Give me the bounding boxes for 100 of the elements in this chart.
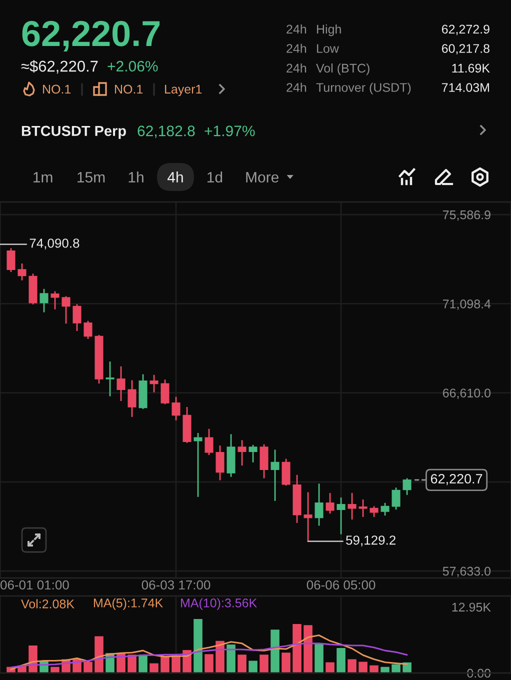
candlestick — [50, 291, 60, 310]
bar — [204, 654, 214, 673]
bar — [84, 662, 92, 673]
bar — [314, 643, 324, 673]
candlestick — [194, 433, 202, 497]
annotation: Vol:2.08K — [21, 599, 74, 608]
bar — [194, 618, 202, 673]
text: Turnover (USDT) — [316, 82, 411, 94]
candlestick — [6, 248, 16, 272]
bar — [172, 656, 180, 673]
text: 24h — [286, 44, 306, 53]
text: 1h — [128, 172, 144, 182]
bar — [128, 654, 136, 673]
candlestick — [172, 396, 180, 420]
text: 4h — [168, 172, 183, 182]
bar — [160, 656, 170, 673]
text: Layer1 — [165, 84, 202, 96]
bar — [348, 659, 356, 673]
candlestick — [392, 488, 400, 510]
candlestick — [380, 502, 390, 516]
candlestick — [150, 374, 158, 392]
text: MA(10):3.56K — [181, 598, 257, 610]
text: 24h — [286, 24, 306, 34]
text: 60,217.8 — [442, 44, 490, 54]
text: 24h — [286, 82, 306, 92]
bar — [50, 666, 60, 673]
candlestick — [402, 478, 412, 495]
bar — [226, 644, 236, 673]
text: 62,220.7 — [22, 20, 160, 52]
x-tick-label: 06-03 17:00 — [142, 580, 210, 590]
candlestick — [106, 362, 114, 396]
annotation: 59,129.2 — [346, 536, 396, 546]
candlestick — [216, 446, 224, 480]
candlestick — [314, 484, 324, 526]
text: BTCUSDT Perp — [22, 126, 126, 139]
candlestick — [40, 288, 48, 312]
candlestick — [270, 450, 280, 501]
candlestick — [336, 498, 346, 534]
bar — [238, 654, 246, 673]
bar — [358, 662, 368, 673]
bar — [94, 636, 104, 673]
candlestick — [128, 380, 136, 417]
line-series — [10, 642, 408, 668]
candlestick — [160, 380, 170, 404]
text: 1d — [208, 172, 222, 183]
text: High — [317, 24, 341, 36]
x-tick-label: 06-01 01:00 — [0, 580, 69, 590]
bar — [282, 652, 290, 673]
bar — [304, 625, 312, 673]
candlestick — [62, 296, 70, 324]
candlestick — [304, 492, 312, 542]
y-tick-label: 12.95K — [452, 602, 491, 612]
y-tick-label: 75,586.9 — [442, 210, 490, 221]
candlestick — [204, 428, 214, 456]
text: NO.1 — [115, 84, 143, 94]
bar — [216, 640, 224, 673]
bar — [260, 654, 268, 673]
annotation: 74,090.8 — [30, 238, 80, 250]
candlestick — [326, 492, 334, 514]
text: 24h — [286, 63, 306, 72]
text: NO.1 — [43, 84, 71, 94]
text: +2.06% — [108, 60, 158, 72]
candlestick — [370, 506, 378, 517]
candlestick — [260, 444, 268, 478]
y-tick-label: 57,633.0 — [442, 566, 491, 578]
text: Low — [317, 44, 339, 53]
bar — [336, 648, 346, 673]
annotation: 62,220.7 — [430, 474, 482, 486]
candlestick — [238, 440, 246, 466]
text: MA(5):1.74K — [94, 598, 163, 610]
candlestick — [358, 499, 368, 517]
bar — [270, 630, 280, 673]
text: 62,272.9 — [442, 24, 490, 36]
bar — [138, 654, 148, 673]
bar — [248, 660, 258, 673]
bar — [150, 663, 158, 673]
candlestick — [18, 263, 26, 280]
candlestick — [348, 492, 356, 520]
bar — [326, 662, 334, 673]
candlestick — [282, 458, 290, 486]
text: ≈$62,220.7 — [21, 60, 98, 74]
text: More — [246, 172, 279, 183]
bar — [370, 665, 378, 673]
text: 1m — [34, 172, 52, 182]
y-tick-label: 66,610.0 — [442, 388, 491, 399]
candlestick — [116, 366, 126, 402]
text: 15m — [78, 172, 105, 183]
text: 62,182.8 — [138, 126, 195, 138]
bar — [380, 666, 390, 673]
text: Vol (BTC) — [316, 63, 370, 76]
text: 714.03M — [442, 83, 489, 92]
bar — [392, 664, 400, 673]
text: 11.69K — [452, 64, 490, 73]
candlestick — [248, 444, 258, 462]
y-tick-label: 71,098.4 — [442, 300, 491, 310]
text: +1.97% — [204, 126, 255, 136]
candlestick — [84, 320, 92, 339]
bar — [292, 624, 302, 673]
line-series — [10, 634, 408, 670]
candlestick — [72, 304, 82, 331]
